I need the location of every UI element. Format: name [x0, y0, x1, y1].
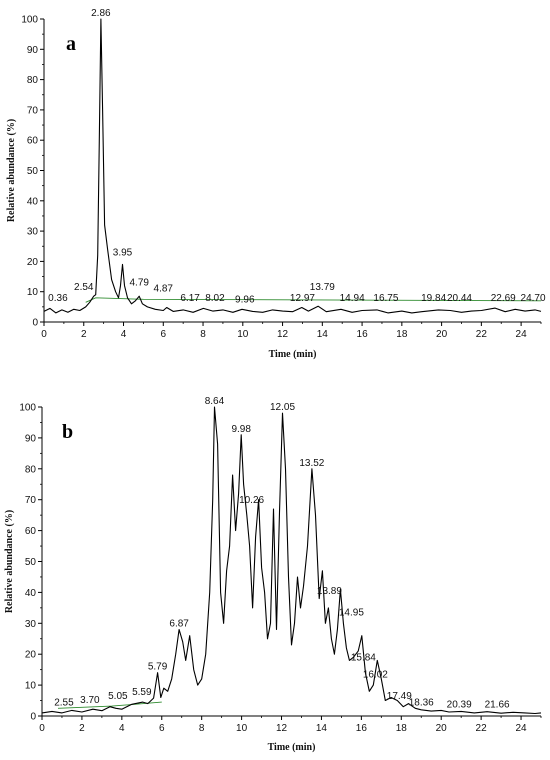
chart-a-y-tick-label: 80: [27, 75, 39, 86]
chart-a-x-tick-label: 22: [476, 329, 488, 340]
chart-b-x-tick-label: 18: [396, 723, 408, 734]
chart-a-y-tick-label: 10: [27, 287, 39, 298]
chart-b-peak-label: 16.02: [363, 669, 388, 680]
chart-b-peak-label: 18.36: [409, 697, 434, 708]
chart-a-peak-label: 0.36: [48, 293, 68, 304]
chart-a-x-tick-label: 10: [237, 329, 249, 340]
chart-a-x-tick-label: 6: [160, 329, 166, 340]
chart-b-peak-label: 5.05: [108, 691, 128, 702]
chart-a-y-tick-label: 70: [27, 105, 39, 116]
chart-b-y-tick-label: 30: [25, 619, 37, 630]
chart-b-peak-label: 2.55: [54, 697, 74, 708]
chart-b-x-tick-label: 2: [79, 723, 85, 734]
chart-a-y-tick-label: 50: [27, 166, 39, 177]
chart-b-x-tick-label: 10: [236, 723, 248, 734]
chart-b-peak-label: 13.52: [299, 458, 324, 469]
chart-b-y-tick-label: 90: [25, 433, 37, 444]
chart-b-y-tick-label: 100: [19, 403, 36, 414]
chart-b-x-tick-label: 8: [199, 723, 205, 734]
chart-b-y-tick-label: 20: [25, 650, 37, 661]
chart-a-y-tick-label: 0: [32, 318, 38, 329]
chart-a-x-tick-label: 24: [516, 329, 528, 340]
chart-b-x-tick-label: 24: [515, 723, 527, 734]
chart-b-x-tick-label: 22: [476, 723, 488, 734]
chart-a-peak-label: 19.84: [421, 293, 446, 304]
chart-a-x-tick-label: 14: [317, 329, 329, 340]
chart-a-x-axis-title: Time (min): [269, 349, 317, 360]
chart-a-peak-label: 3.95: [113, 247, 133, 258]
chart-b-peak-label: 21.66: [485, 699, 510, 710]
chart-b-x-tick-label: 12: [276, 723, 288, 734]
chart-b-baseline-line: [57, 701, 162, 709]
chart-a-peak-label: 24.70: [521, 293, 546, 304]
chart-b-peak-label: 8.64: [205, 396, 225, 407]
chart-a-peak-label: 2.54: [74, 282, 94, 293]
chart-b-peak-label: 9.98: [231, 424, 251, 435]
chart-a-peak-label: 2.86: [91, 8, 111, 19]
chart-a-y-tick-label: 60: [27, 136, 39, 147]
chart-a-peak-label: 4.87: [154, 284, 174, 295]
chart-b-peak-label: 15.84: [351, 652, 376, 663]
chart-b-peak-label: 5.59: [132, 687, 152, 698]
chart-b-y-axis-title: Relative abundance (%): [4, 510, 15, 613]
chart-a-y-tick-label: 30: [27, 227, 39, 238]
chart-a-y-axis-title: Relative abundance (%): [6, 119, 17, 222]
chart-b-peak-label: 6.87: [169, 618, 189, 629]
chart-b-x-tick-label: 6: [159, 723, 165, 734]
chart-b-x-tick-label: 16: [356, 723, 368, 734]
chart-a-x-tick-label: 12: [277, 329, 289, 340]
chart-a-peak-label: 4.79: [129, 278, 149, 289]
chart-b-x-tick-label: 20: [436, 723, 448, 734]
chart-a-peak-label: 22.69: [491, 293, 516, 304]
chart-b-x-tick-label: 0: [39, 723, 45, 734]
chart-b-trace-line: [41, 406, 542, 715]
chart-b-peak-label: 14.95: [339, 608, 364, 619]
chart-a-y-tick-label: 100: [21, 15, 38, 26]
chart-a-peak-label: 14.94: [340, 293, 365, 304]
chart-b-x-tick-label: 14: [316, 723, 328, 734]
chart-b-y-tick-label: 50: [25, 557, 37, 568]
chart-b-peak-label: 13.89: [317, 586, 342, 597]
chart-b-x-axis-title: Time (min): [268, 742, 316, 753]
chart-a-x-tick-label: 2: [81, 329, 87, 340]
chart-a-x-tick-label: 4: [121, 329, 127, 340]
chart-a-panel-letter: a: [66, 33, 76, 55]
chart-a-peak-label: 13.79: [310, 282, 335, 293]
chart-b-panel-letter: b: [62, 421, 73, 443]
chart-a-x-tick-label: 18: [396, 329, 408, 340]
chart-b-y-tick-label: 0: [30, 712, 36, 723]
chart-a-y-tick-label: 90: [27, 45, 39, 56]
chart-a-peak-label: 16.75: [373, 293, 398, 304]
chart-a-x-tick-label: 20: [436, 329, 448, 340]
chart-b-peak-label: 12.05: [270, 402, 295, 413]
chart-b-x-tick-label: 4: [119, 723, 125, 734]
chart-a-peak-label: 9.96: [235, 294, 255, 305]
chart-a-peak-label: 20.44: [447, 293, 472, 304]
chart-a-peak-label: 6.17: [180, 293, 200, 304]
chart-a-trace-line: [43, 18, 542, 314]
chart-b-peak-label: 17.49: [387, 691, 412, 702]
chart-b-y-tick-label: 70: [25, 495, 37, 506]
chart-b-y-tick-label: 80: [25, 464, 37, 475]
chart-b-y-tick-label: 10: [25, 681, 37, 692]
chart-a-x-tick-label: 16: [357, 329, 369, 340]
chart-a-peak-label: 8.02: [205, 293, 225, 304]
chart-a-y-tick-label: 20: [27, 257, 39, 268]
chart-b-peak-label: 10.26: [239, 495, 264, 506]
chart-a-y-tick-label: 40: [27, 196, 39, 207]
chart-b-peak-label: 20.39: [447, 699, 472, 710]
chart-b-peak-label: 3.70: [80, 695, 100, 706]
chart-a-x-tick-label: 0: [41, 329, 47, 340]
chart-b-y-tick-label: 60: [25, 526, 37, 537]
chart-a-peak-label: 12.97: [290, 293, 315, 304]
chart-b-y-tick-label: 40: [25, 588, 37, 599]
chart-b-peak-label: 5.79: [148, 662, 168, 673]
chart-a-x-tick-label: 8: [200, 329, 206, 340]
